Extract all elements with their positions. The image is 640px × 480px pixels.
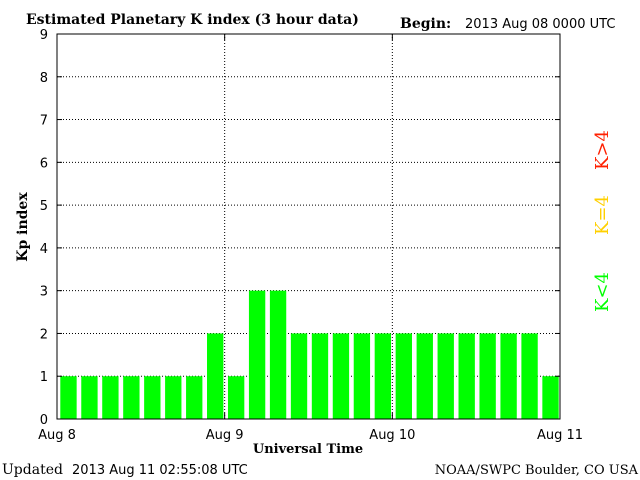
legend-item: K<4 <box>592 272 613 312</box>
kp-bar <box>123 376 140 419</box>
kp-bar <box>60 376 77 419</box>
y-tick-label: 2 <box>40 327 48 342</box>
kp-bar <box>290 333 308 419</box>
x-axis-label: Universal Time <box>253 442 363 457</box>
chart-title: Estimated Planetary K index (3 hour data… <box>26 12 359 28</box>
kp-bar <box>374 333 392 419</box>
kp-bar <box>248 290 266 419</box>
y-tick-label: 5 <box>40 199 48 214</box>
x-tick-label: Aug 9 <box>206 428 244 443</box>
legend-item: K=4 <box>592 195 613 235</box>
kp-bar <box>479 333 496 419</box>
y-axis: 0 1 2 3 4 5 6 7 8 9 <box>40 28 560 428</box>
plot-grid <box>57 34 560 419</box>
kp-bar <box>102 376 119 419</box>
kp-bar <box>207 333 224 419</box>
kp-bar <box>437 333 454 419</box>
y-tick-label: 3 <box>40 285 48 300</box>
y-tick-label: 7 <box>40 114 48 129</box>
kp-bar <box>165 376 182 419</box>
y-tick-label: 1 <box>40 370 48 385</box>
y-tick-label: 8 <box>40 71 48 86</box>
x-axis: Aug 8 Aug 9 Aug 10 Aug 11 <box>38 34 583 443</box>
y-tick-label: 4 <box>40 242 48 257</box>
bar-series <box>60 290 559 419</box>
legend: K>4 K=4 K<4 <box>592 130 613 312</box>
kp-bar <box>311 333 329 419</box>
kp-bar <box>227 376 245 419</box>
updated-label: Updated <box>2 462 63 478</box>
kp-bar <box>144 376 161 419</box>
kp-bar <box>500 333 517 419</box>
credit-text: NOAA/SWPC Boulder, CO USA <box>435 463 639 478</box>
kp-bar <box>81 376 98 419</box>
kp-bar <box>542 376 559 419</box>
y-tick-label: 0 <box>40 413 48 428</box>
kp-bar <box>521 333 538 419</box>
kp-bar <box>269 290 287 419</box>
begin-value: 2013 Aug 08 0000 UTC <box>465 17 615 32</box>
y-tick-label: 6 <box>40 156 48 171</box>
kp-bar <box>395 333 412 419</box>
kp-bar <box>416 333 433 419</box>
x-tick-label: Aug 10 <box>369 428 415 443</box>
plot-frame <box>56 33 561 420</box>
kp-bar <box>332 333 350 419</box>
y-axis-label: Kp index <box>15 192 31 262</box>
begin-label: Begin: <box>400 16 451 32</box>
x-tick-label: Aug 11 <box>537 428 583 443</box>
x-tick-label: Aug 8 <box>38 428 76 443</box>
legend-item: K>4 <box>592 130 613 170</box>
kp-bar <box>186 376 203 419</box>
y-tick-label: 9 <box>40 28 48 43</box>
kp-bar <box>458 333 475 419</box>
kp-bar <box>353 333 371 419</box>
updated-value: 2013 Aug 11 02:55:08 UTC <box>72 463 248 478</box>
